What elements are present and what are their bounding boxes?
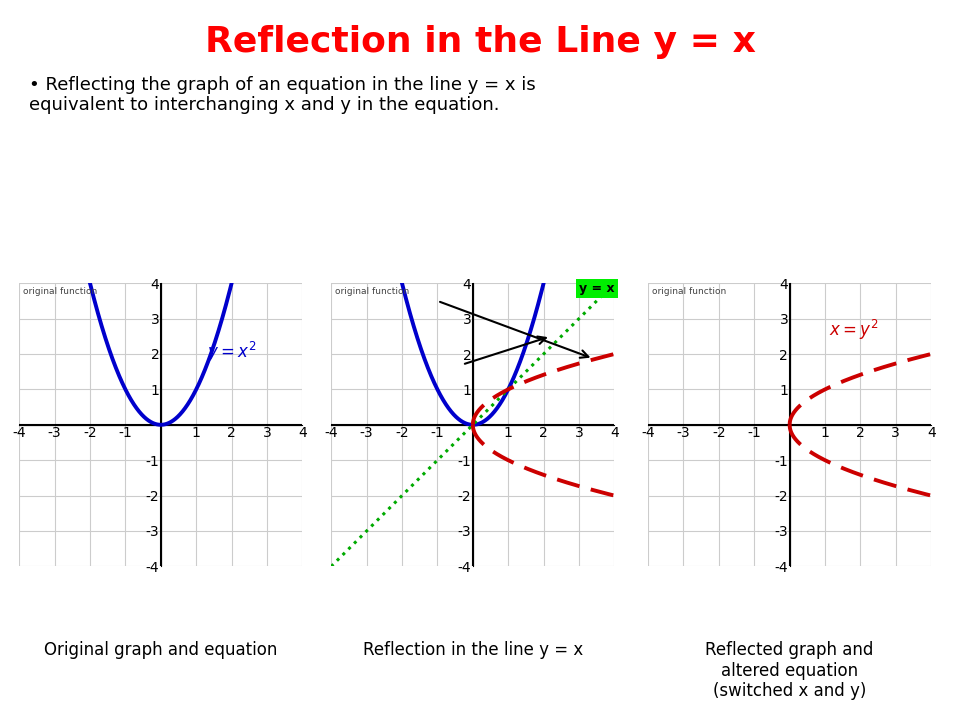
- Text: original function: original function: [335, 287, 409, 296]
- Text: Reflection in the line y = x: Reflection in the line y = x: [363, 641, 583, 659]
- Text: original function: original function: [23, 287, 97, 296]
- Text: Reflected graph and
altered equation
(switched x and y): Reflected graph and altered equation (sw…: [706, 641, 874, 701]
- Text: • Reflecting the graph of an equation in the line y = x is
equivalent to interch: • Reflecting the graph of an equation in…: [29, 76, 536, 114]
- Text: $x = y^2$: $x = y^2$: [828, 318, 878, 342]
- Text: Reflection in the Line y = x: Reflection in the Line y = x: [204, 25, 756, 59]
- Text: Original graph and equation: Original graph and equation: [44, 641, 277, 659]
- Text: $y = x^2$: $y = x^2$: [206, 339, 256, 364]
- Text: y = x: y = x: [579, 282, 614, 295]
- Text: original function: original function: [652, 287, 726, 296]
